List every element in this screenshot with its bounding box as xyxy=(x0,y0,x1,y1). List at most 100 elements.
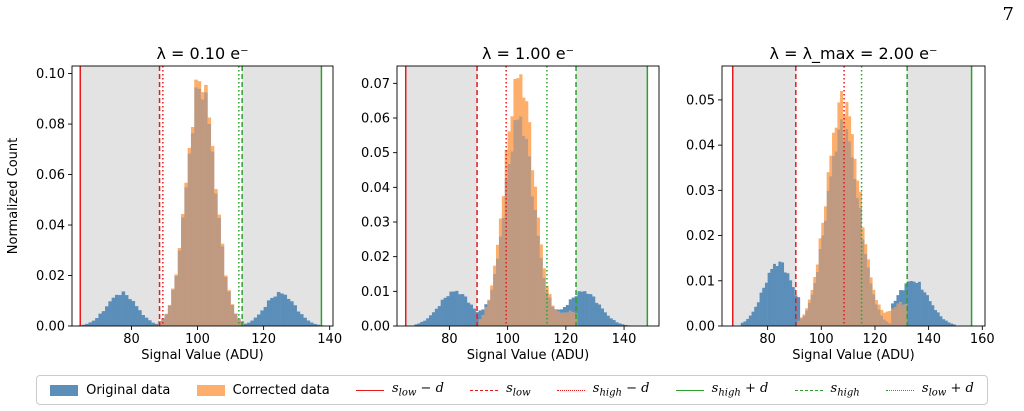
bar-original xyxy=(751,311,755,326)
bar-overlap xyxy=(840,119,844,326)
bar-overlap xyxy=(501,217,506,326)
bar-original xyxy=(128,299,132,326)
bar-corrected xyxy=(223,275,228,277)
bar-original xyxy=(562,307,567,313)
y-tick-label: 0.01 xyxy=(686,274,715,289)
bar-corrected xyxy=(207,117,212,124)
bar-original xyxy=(592,296,596,326)
bar-overlap xyxy=(484,307,488,326)
x-tick-label: 80 xyxy=(441,332,458,347)
bar-corrected xyxy=(214,189,218,194)
y-tick-label: 0.02 xyxy=(686,229,715,244)
bar-overlap xyxy=(528,156,532,326)
bar-original xyxy=(443,297,447,326)
bar-corrected xyxy=(522,97,526,136)
bar-original xyxy=(290,301,294,326)
bar-overlap xyxy=(525,138,529,326)
bar-overlap xyxy=(545,292,549,326)
bar-original xyxy=(571,297,575,313)
bar-corrected xyxy=(815,264,819,272)
bar-original xyxy=(603,312,607,326)
axes-frame xyxy=(396,65,660,327)
x-tick-label: 80 xyxy=(759,332,776,347)
bar-corrected xyxy=(821,222,825,236)
bar-corrected xyxy=(837,102,841,130)
bar-original xyxy=(108,301,112,326)
bar-overlap xyxy=(562,312,567,326)
bar-overlap xyxy=(810,294,814,326)
bar-original xyxy=(426,318,430,326)
bar-overlap xyxy=(850,157,854,326)
bar-original xyxy=(420,321,424,326)
bar-overlap xyxy=(227,291,231,326)
bar-original xyxy=(767,272,771,326)
bar-overlap xyxy=(557,311,561,326)
bar-original xyxy=(446,296,450,326)
y-tick-label: 0.02 xyxy=(361,250,390,265)
bar-corrected xyxy=(171,288,175,290)
bar-corrected xyxy=(490,285,494,290)
bar-original xyxy=(463,296,468,326)
bar-original xyxy=(597,304,602,326)
bar-original xyxy=(589,294,593,326)
bar-original xyxy=(797,297,801,321)
bar-overlap xyxy=(207,123,212,326)
bar-corrected xyxy=(177,248,182,251)
bar-original xyxy=(772,263,776,326)
bar-overlap xyxy=(220,246,225,326)
x-tick-label: 140 xyxy=(317,332,342,347)
x-tick-label: 100 xyxy=(495,332,520,347)
bar-original xyxy=(316,324,321,326)
bar-overlap xyxy=(548,297,552,326)
bar-corrected xyxy=(858,191,862,208)
bar-original xyxy=(266,300,271,326)
legend-line xyxy=(355,389,384,391)
bar-original xyxy=(917,281,921,326)
bar-overlap xyxy=(481,315,485,326)
bar-original xyxy=(431,312,436,326)
bar-corrected xyxy=(174,274,179,277)
bar-overlap xyxy=(194,87,198,326)
shaded-region xyxy=(242,66,322,326)
bar-original xyxy=(947,322,951,326)
bar-corrected xyxy=(181,213,185,218)
bar-original xyxy=(154,323,159,326)
bar-original xyxy=(101,311,106,326)
bar-corrected xyxy=(885,311,889,322)
bar-original xyxy=(942,319,946,326)
y-tick-label: 0.06 xyxy=(36,168,65,183)
bar-overlap xyxy=(181,217,185,326)
bar-corrected xyxy=(504,149,508,180)
bar-original xyxy=(472,308,476,326)
bar-corrected xyxy=(869,277,873,284)
x-tick-label: 100 xyxy=(185,332,210,347)
bar-corrected xyxy=(818,238,822,249)
bar-overlap xyxy=(184,187,188,326)
bar-original xyxy=(478,310,482,320)
bar-original xyxy=(118,295,122,326)
bar-original xyxy=(912,281,916,326)
bar-corrected xyxy=(539,244,543,259)
bar-original xyxy=(309,322,314,326)
bar-original xyxy=(928,301,932,326)
y-tick-label: 0.04 xyxy=(686,139,715,154)
bar-original xyxy=(121,291,126,326)
bar-original xyxy=(250,320,255,326)
bar-original xyxy=(574,296,578,314)
bar-overlap xyxy=(190,133,195,326)
bar-original xyxy=(915,283,919,326)
bar-corrected xyxy=(883,312,887,320)
bar-original xyxy=(952,324,956,326)
bar-overlap xyxy=(574,313,578,326)
bar-corrected xyxy=(493,265,497,274)
bar-overlap xyxy=(495,258,500,326)
page-number: 7 xyxy=(1002,4,1014,25)
bar-overlap xyxy=(896,303,900,326)
bar-original xyxy=(461,294,465,326)
bar-original xyxy=(781,262,785,326)
bar-original xyxy=(743,321,747,326)
x-tick-label: 140 xyxy=(916,332,941,347)
x-tick-label: 80 xyxy=(123,332,140,347)
bar-original xyxy=(618,323,622,326)
legend-label: Corrected data xyxy=(232,382,330,398)
